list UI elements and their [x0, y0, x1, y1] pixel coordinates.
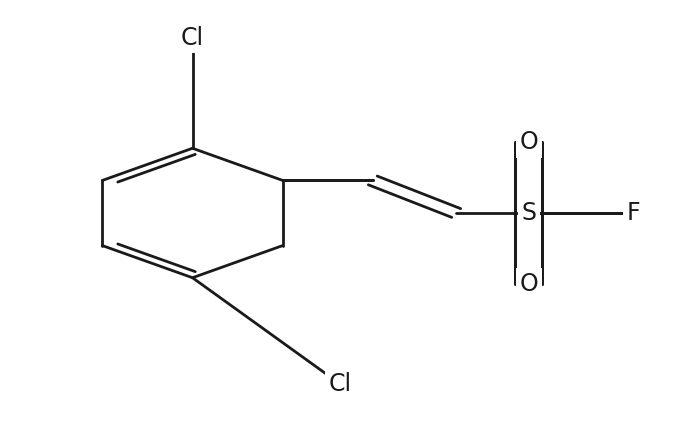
Text: Cl: Cl: [329, 372, 352, 396]
Text: O: O: [520, 130, 538, 154]
Text: F: F: [627, 201, 640, 225]
Text: O: O: [520, 272, 538, 296]
Text: Cl: Cl: [181, 26, 204, 49]
Text: S: S: [522, 201, 537, 225]
